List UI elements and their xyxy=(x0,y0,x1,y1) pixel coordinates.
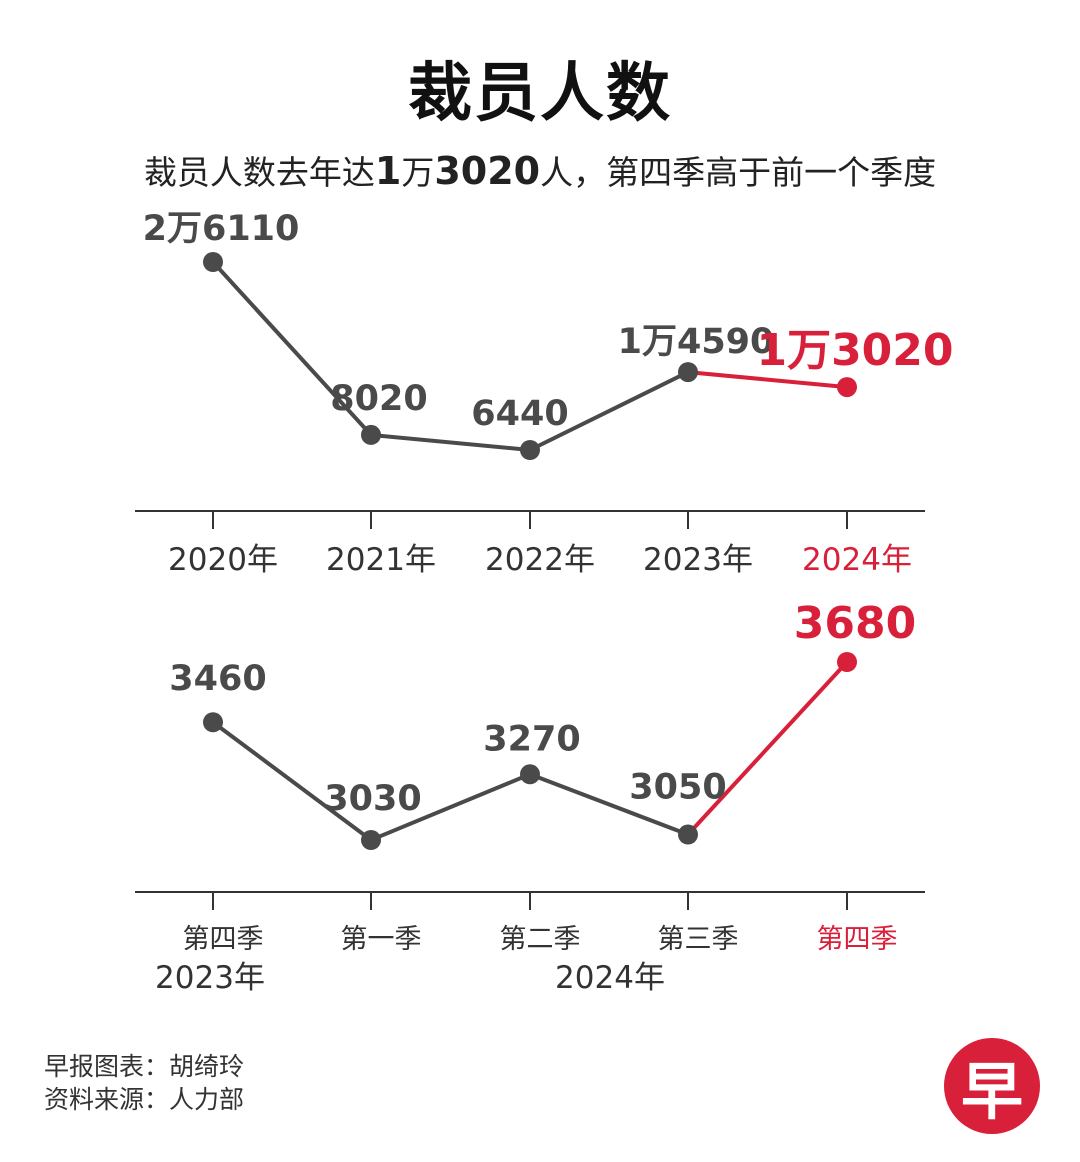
data-label: 2万6110 xyxy=(143,209,300,249)
x-group-label: 2023年 xyxy=(155,960,265,996)
data-point xyxy=(361,830,381,850)
subtitle-suffix: 人，第四季高于前一个季度 xyxy=(540,153,937,192)
x-tick-label: 2021年 xyxy=(326,542,436,578)
x-tick-label: 第四季 xyxy=(817,924,898,955)
data-point xyxy=(520,764,540,785)
subtitle-highlight-1: 1 xyxy=(374,149,402,193)
series-line-highlight xyxy=(686,660,849,836)
data-label: 1万3020 xyxy=(756,325,953,376)
chart-credit: 早报图表：胡绮玲 xyxy=(44,1052,245,1081)
subtitle-prefix: 裁员人数去年达 xyxy=(143,153,375,192)
data-label: 3030 xyxy=(324,779,421,819)
data-label: 3460 xyxy=(169,659,266,699)
data-point xyxy=(203,252,223,272)
data-point xyxy=(837,652,857,672)
x-tick-label: 第三季 xyxy=(658,924,739,955)
data-point xyxy=(203,712,223,733)
data-label: 8020 xyxy=(330,379,427,419)
x-tick-label: 2022年 xyxy=(485,542,595,578)
data-point xyxy=(678,362,698,383)
data-label: 1万4590 xyxy=(618,322,775,362)
x-tick-label: 2023年 xyxy=(643,542,753,578)
credits: 早报图表：胡绮玲 资料来源：人力部 xyxy=(44,1050,244,1116)
data-point xyxy=(837,377,857,398)
subtitle-unit: 万 xyxy=(401,153,435,192)
series-line xyxy=(211,260,689,452)
data-label: 6440 xyxy=(471,394,568,434)
series-line-highlight xyxy=(687,370,848,390)
source-credit: 资料来源：人力部 xyxy=(44,1085,245,1114)
x-tick-label: 2024年 xyxy=(802,542,912,578)
data-label: 3270 xyxy=(483,719,580,759)
data-point xyxy=(678,824,698,845)
x-tick-label: 第二季 xyxy=(500,924,581,955)
x-tick-label: 第四季 xyxy=(183,924,264,955)
series-line xyxy=(211,720,689,842)
data-label: 3680 xyxy=(794,598,916,649)
data-label: 3050 xyxy=(629,768,726,808)
x-group-label: 2024年 xyxy=(555,960,665,996)
x-tick-label: 2020年 xyxy=(168,542,278,578)
data-point xyxy=(361,424,381,445)
subtitle-highlight-2: 3020 xyxy=(434,149,541,193)
zaobao-logo: 早 xyxy=(944,1038,1040,1134)
data-point xyxy=(520,440,540,460)
chart-title: 裁员人数 xyxy=(408,57,672,131)
x-tick-label: 第一季 xyxy=(341,924,422,955)
chart-subtitle: 裁员人数去年达1万3020人，第四季高于前一个季度 xyxy=(0,146,1080,194)
